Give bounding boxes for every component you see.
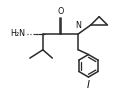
Text: I: I [87, 80, 90, 90]
Text: H₂N: H₂N [11, 29, 26, 38]
Text: N: N [76, 21, 82, 30]
Text: O: O [57, 7, 64, 16]
